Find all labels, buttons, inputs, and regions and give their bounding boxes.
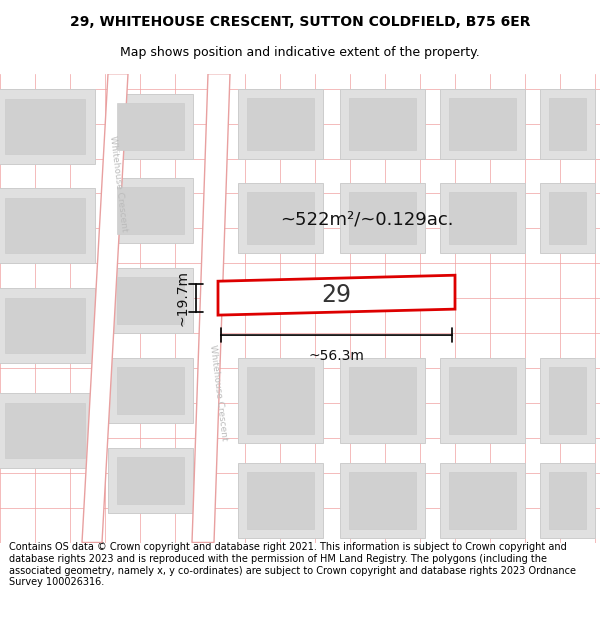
Bar [5,403,85,458]
Bar [108,448,193,512]
Bar [247,367,314,434]
Polygon shape [192,74,230,542]
Bar [108,94,193,159]
Polygon shape [218,275,455,315]
Text: 29, WHITEHOUSE CRESCENT, SUTTON COLDFIELD, B75 6ER: 29, WHITEHOUSE CRESCENT, SUTTON COLDFIEL… [70,15,530,29]
Bar [0,393,95,468]
Text: 29: 29 [322,283,352,307]
Bar [449,98,516,149]
Bar [108,179,193,243]
Bar [117,102,184,149]
Bar [449,472,516,529]
Bar [5,298,85,353]
Bar [440,89,525,159]
Bar [349,367,416,434]
Bar [5,99,85,154]
Bar [540,89,595,159]
Bar [238,462,323,538]
Bar [349,192,416,244]
Text: ~522m²/~0.129ac.: ~522m²/~0.129ac. [280,211,453,228]
Bar [449,367,516,434]
Bar [349,472,416,529]
Bar [247,192,314,244]
Bar [549,192,586,244]
Polygon shape [82,74,128,542]
Bar [549,367,586,434]
Text: Contains OS data © Crown copyright and database right 2021. This information is : Contains OS data © Crown copyright and d… [9,542,576,588]
Bar [340,462,425,538]
Bar [549,472,586,529]
Bar [117,457,184,504]
Bar [349,98,416,149]
Bar [238,184,323,253]
Bar [540,184,595,253]
Text: ~19.7m: ~19.7m [176,270,190,326]
Text: Whitehouse Crescent: Whitehouse Crescent [208,344,229,441]
Bar [238,358,323,442]
Bar [117,278,184,324]
Bar [549,98,586,149]
Bar [540,358,595,442]
Text: ~56.3m: ~56.3m [308,349,364,363]
Bar [117,188,184,234]
Bar [340,89,425,159]
Bar [108,268,193,333]
Bar [340,358,425,442]
Bar [247,98,314,149]
Bar [0,189,95,263]
Text: Map shows position and indicative extent of the property.: Map shows position and indicative extent… [120,46,480,59]
Bar [340,184,425,253]
Bar [540,462,595,538]
Text: Whitehouse Crescent: Whitehouse Crescent [107,135,128,232]
Bar [440,184,525,253]
Bar [108,358,193,423]
Bar [117,367,184,414]
Bar [440,462,525,538]
Bar [0,89,95,164]
Bar [247,472,314,529]
Bar [449,192,516,244]
Bar [440,358,525,442]
Bar [5,198,85,253]
Bar [0,288,95,363]
Bar [238,89,323,159]
